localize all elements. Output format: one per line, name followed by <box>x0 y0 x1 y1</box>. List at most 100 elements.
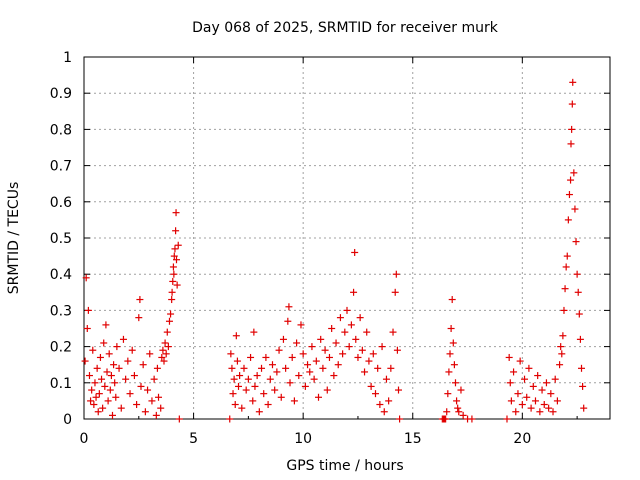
data-point <box>385 397 393 405</box>
data-point <box>168 296 176 304</box>
data-point <box>231 401 239 409</box>
data-point <box>510 368 518 376</box>
data-point <box>162 350 170 358</box>
data-point <box>396 415 404 423</box>
data-point <box>148 397 156 405</box>
data-point <box>571 205 579 213</box>
data-point <box>153 364 161 372</box>
data-point <box>545 404 553 412</box>
y-tick-label: 1 <box>63 50 72 66</box>
data-point <box>233 357 241 365</box>
data-point <box>157 404 165 412</box>
data-point <box>560 306 568 314</box>
data-point <box>301 382 309 390</box>
data-point <box>158 353 166 361</box>
data-point <box>167 310 175 318</box>
data-point <box>444 390 452 398</box>
data-point <box>242 386 250 394</box>
data-point <box>232 332 240 340</box>
data-point <box>365 357 373 365</box>
data-point <box>317 335 325 343</box>
data-point <box>315 393 323 401</box>
data-point <box>538 386 546 394</box>
data-point <box>336 314 344 322</box>
data-point <box>395 386 403 394</box>
data-point <box>247 353 255 361</box>
data-point <box>102 321 110 329</box>
data-point <box>169 277 177 285</box>
data-point <box>170 270 178 278</box>
data-point <box>279 335 287 343</box>
data-point <box>126 390 134 398</box>
data-point <box>139 361 147 369</box>
data-point <box>369 350 377 358</box>
data-point <box>332 339 340 347</box>
data-point <box>172 209 180 217</box>
data-point <box>235 382 243 390</box>
data-point <box>115 364 123 372</box>
data-point <box>238 404 246 412</box>
data-point <box>264 401 272 409</box>
data-point <box>567 140 575 148</box>
data-point <box>568 100 576 108</box>
data-point <box>99 404 107 412</box>
grid <box>84 57 610 419</box>
data-point <box>354 353 362 361</box>
y-tick-label: 0 <box>63 412 72 428</box>
data-point <box>553 397 561 405</box>
data-point <box>297 321 305 329</box>
x-axis-label: GPS time / hours <box>286 458 403 474</box>
y-tick-label: 0.2 <box>50 340 72 356</box>
data-point <box>453 397 461 405</box>
data-point <box>141 408 149 416</box>
data-point <box>459 411 467 419</box>
data-point <box>562 263 570 271</box>
data-point <box>393 346 401 354</box>
data-point <box>117 404 125 412</box>
y-tick-label: 0.3 <box>50 303 72 319</box>
data-point <box>174 241 182 249</box>
data-point <box>568 125 576 133</box>
data-point <box>578 364 586 372</box>
data-point <box>159 346 167 354</box>
data-point <box>579 382 587 390</box>
data-point <box>255 408 263 416</box>
data-point <box>468 415 476 423</box>
data-point <box>163 328 171 336</box>
data-point <box>135 314 143 322</box>
data-point <box>266 375 274 383</box>
y-tick-label: 0.7 <box>50 159 72 175</box>
data-point <box>286 379 294 387</box>
data-point <box>122 375 130 383</box>
data-point <box>514 390 522 398</box>
data-point <box>351 248 359 256</box>
data-point <box>449 339 457 347</box>
data-point <box>250 328 258 336</box>
data-point <box>85 372 93 380</box>
data-point <box>90 401 98 409</box>
data-point <box>328 325 336 332</box>
data-point <box>567 176 575 184</box>
data-point <box>284 317 292 325</box>
data-point <box>95 390 103 398</box>
data-point <box>542 379 550 387</box>
data-point <box>561 285 569 293</box>
data-point <box>570 169 578 177</box>
data-point <box>306 368 314 376</box>
data-point <box>575 310 583 318</box>
data-point <box>374 364 382 372</box>
data-point <box>136 296 144 304</box>
data-point <box>150 375 158 383</box>
data-point <box>133 401 141 409</box>
data-point <box>345 343 353 351</box>
data-point <box>347 321 355 329</box>
data-point <box>230 375 238 383</box>
data-point <box>104 397 112 405</box>
x-tick-label: 0 <box>80 431 89 447</box>
data-point <box>229 390 237 398</box>
data-point <box>580 404 588 412</box>
data-point <box>308 343 316 351</box>
y-axis-label: SRMTID / TECUs <box>6 182 22 295</box>
data-point <box>391 288 399 296</box>
data-point <box>101 382 109 390</box>
